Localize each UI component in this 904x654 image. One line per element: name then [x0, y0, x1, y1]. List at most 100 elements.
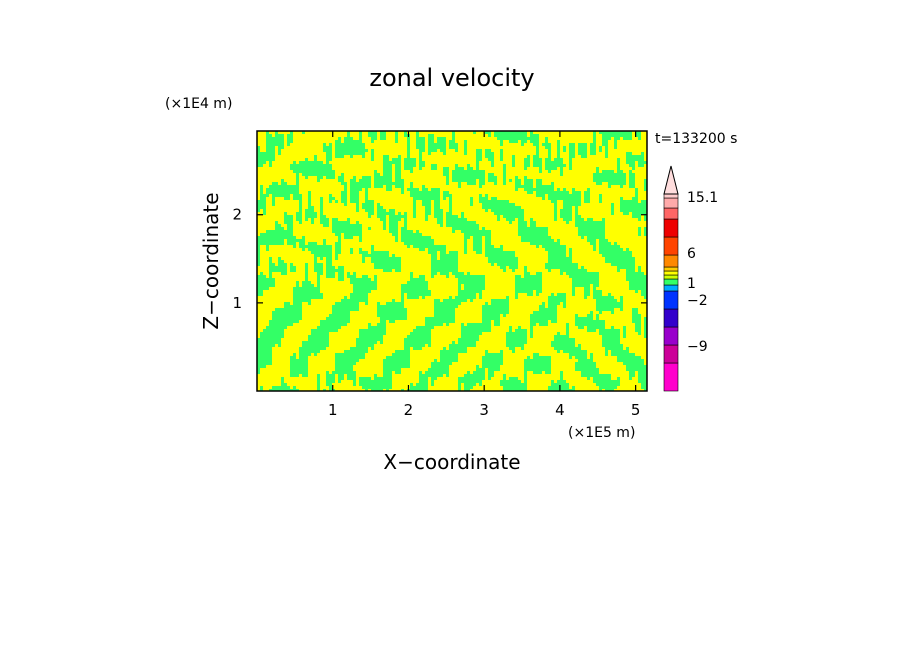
field-cell: [260, 338, 263, 341]
field-cell: [644, 323, 647, 326]
field-cell: [554, 347, 557, 350]
field-cell: [269, 338, 272, 341]
field-cell: [497, 200, 500, 203]
field-cell: [395, 140, 398, 143]
field-cell: [617, 377, 620, 380]
field-cell: [392, 314, 395, 317]
field-cell: [479, 323, 482, 326]
field-cell: [338, 149, 341, 152]
field-cell: [308, 344, 311, 347]
field-cell: [575, 266, 578, 269]
field-cell: [416, 230, 419, 233]
field-cell: [341, 278, 344, 281]
field-cell: [638, 374, 641, 377]
field-cell: [353, 179, 356, 182]
field-cell: [326, 329, 329, 332]
field-cell: [284, 323, 287, 326]
field-cell: [491, 371, 494, 374]
field-cell: [527, 365, 530, 368]
field-cell: [401, 215, 404, 218]
field-cell: [491, 263, 494, 266]
field-cell: [476, 230, 479, 233]
field-cell: [605, 344, 608, 347]
field-cell: [299, 317, 302, 320]
field-cell: [629, 134, 632, 137]
field-cell: [578, 275, 581, 278]
field-cell: [419, 287, 422, 290]
field-cell: [371, 140, 374, 143]
field-cell: [347, 371, 350, 374]
field-cell: [524, 332, 527, 335]
field-cell: [638, 215, 641, 218]
colorbar-level: [663, 278, 679, 286]
field-cell: [365, 275, 368, 278]
field-cell: [410, 335, 413, 338]
field-cell: [551, 200, 554, 203]
field-cell: [578, 320, 581, 323]
field-cell: [509, 383, 512, 386]
field-cell: [395, 371, 398, 374]
field-cell: [281, 230, 284, 233]
field-cell: [314, 338, 317, 341]
field-cell: [395, 179, 398, 182]
field-cell: [632, 284, 635, 287]
field-cell: [410, 296, 413, 299]
field-cell: [536, 194, 539, 197]
field-cell: [302, 248, 305, 251]
field-cell: [608, 377, 611, 380]
field-cell: [281, 137, 284, 140]
field-cell: [314, 167, 317, 170]
field-cell: [611, 254, 614, 257]
field-cell: [527, 236, 530, 239]
field-cell: [629, 164, 632, 167]
field-cell: [617, 158, 620, 161]
field-cell: [602, 176, 605, 179]
field-cell: [260, 158, 263, 161]
field-cell: [638, 362, 641, 365]
field-cell: [461, 347, 464, 350]
field-cell: [479, 245, 482, 248]
field-cell: [320, 251, 323, 254]
field-cell: [257, 149, 260, 152]
field-cell: [272, 197, 275, 200]
field-cell: [518, 329, 521, 332]
field-cell: [329, 194, 332, 197]
field-cell: [500, 200, 503, 203]
field-cell: [350, 143, 353, 146]
field-cell: [638, 137, 641, 140]
field-cell: [512, 251, 515, 254]
field-cell: [635, 317, 638, 320]
field-cell: [524, 359, 527, 362]
field-cell: [548, 365, 551, 368]
field-cell: [563, 206, 566, 209]
field-cell: [425, 200, 428, 203]
field-cell: [524, 224, 527, 227]
field-cell: [509, 329, 512, 332]
field-cell: [497, 311, 500, 314]
field-cell: [512, 335, 515, 338]
field-cell: [434, 269, 437, 272]
field-cell: [320, 296, 323, 299]
field-cell: [356, 359, 359, 362]
field-cell: [290, 224, 293, 227]
field-cell: [605, 173, 608, 176]
field-cell: [485, 194, 488, 197]
field-cell: [440, 149, 443, 152]
field-cell: [305, 356, 308, 359]
field-cell: [560, 257, 563, 260]
field-cell: [554, 311, 557, 314]
field-cell: [557, 140, 560, 143]
field-cell: [608, 329, 611, 332]
field-cell: [605, 146, 608, 149]
field-cell: [329, 314, 332, 317]
field-cell: [533, 362, 536, 365]
field-cell: [365, 284, 368, 287]
field-cell: [473, 383, 476, 386]
field-cell: [518, 341, 521, 344]
field-cell: [311, 221, 314, 224]
field-cell: [443, 314, 446, 317]
field-cell: [497, 368, 500, 371]
field-cell: [260, 287, 263, 290]
field-cell: [278, 332, 281, 335]
field-cell: [551, 167, 554, 170]
